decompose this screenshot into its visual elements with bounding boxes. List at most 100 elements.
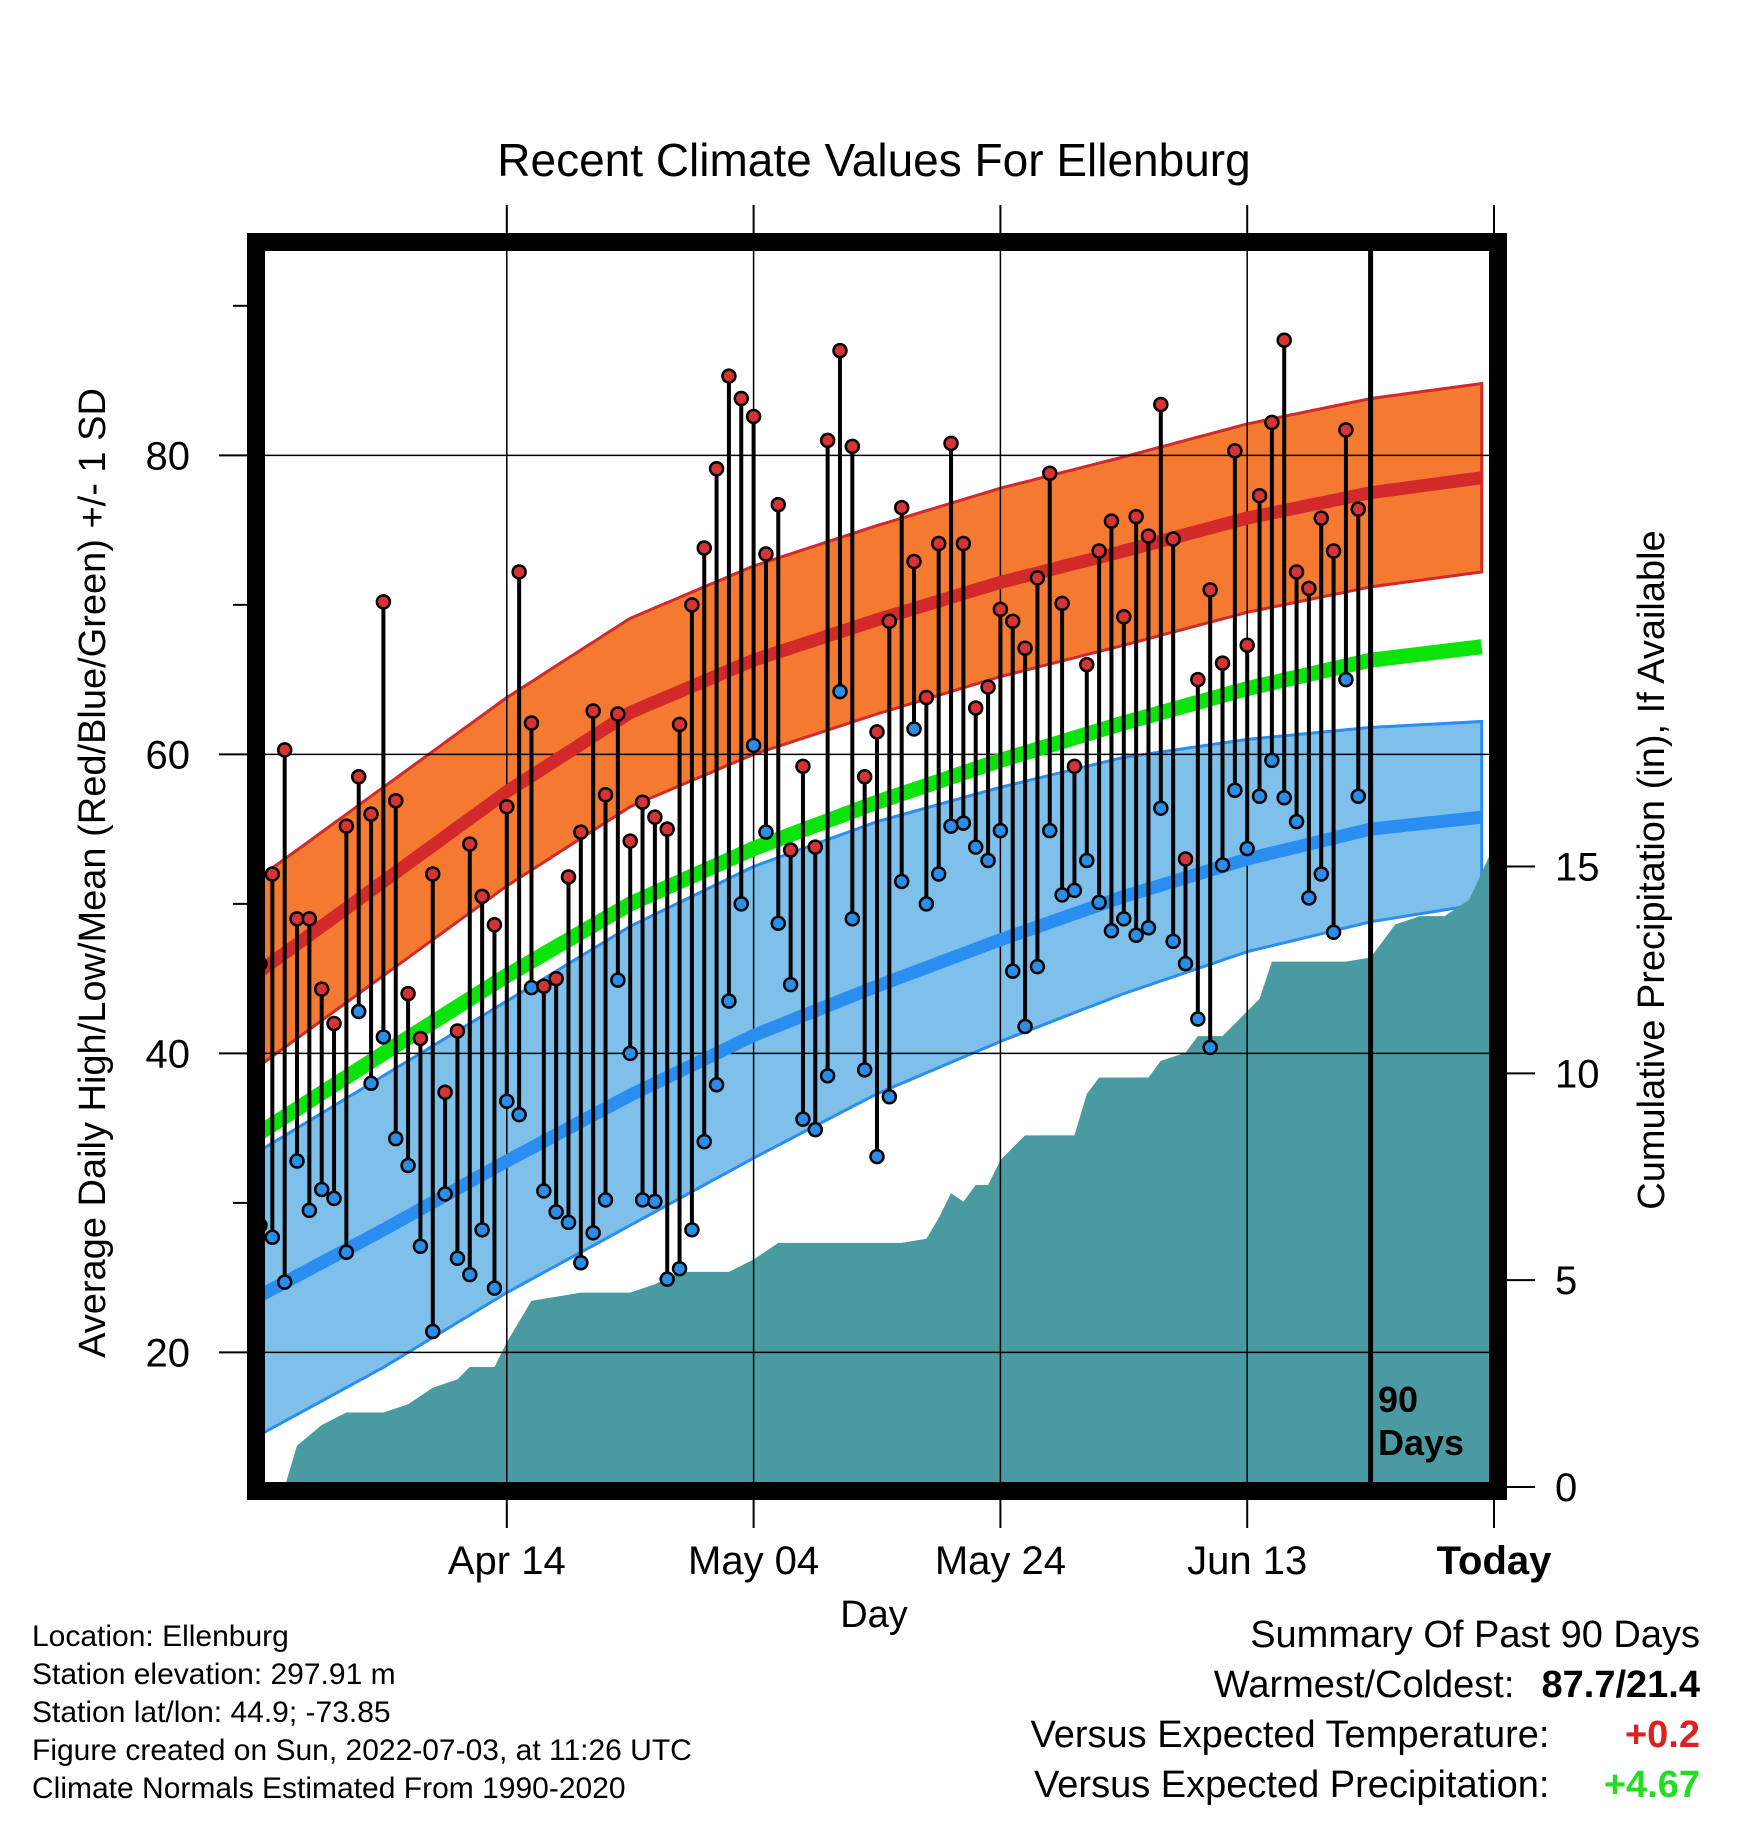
x-tick-label: Today [1437,1539,1553,1583]
today-days-label-line2: Days [1378,1422,1464,1463]
daily-low-point [721,993,737,1009]
precipitation-area [284,845,1494,1487]
daily-high-point [708,461,725,477]
daily-high-point [523,715,540,731]
normal-mean-line [260,639,1483,1139]
y-tick-label: 80 [146,434,191,478]
daily-high-point [782,842,799,858]
daily-high-point [437,1084,453,1101]
daily-low-point [597,1192,614,1208]
daily-low-point [1288,813,1305,830]
daily-high-point [486,917,503,933]
daily-low-point [313,1181,330,1198]
daily-low-point [474,1222,490,1238]
daily-low-point [943,818,959,834]
daily-high-point [1079,656,1095,673]
summary-warm-cold: Warmest/Coldest: 87.7/21.4 [1031,1660,1700,1710]
daily-low-point [1350,788,1367,804]
location-text: Location: Ellenburg [32,1620,289,1653]
daily-low-point [795,1111,811,1127]
daily-high-point [930,535,947,552]
daily-low-point [350,1003,367,1020]
precip-label: Versus Expected Precipitation: [1034,1764,1550,1806]
daily-high-point [264,866,281,882]
daily-low-point [523,979,540,996]
daily-high-point [1251,487,1268,504]
daily-low-point [758,824,774,840]
normal-low-line [260,810,1483,1302]
daily-low-point [1190,1011,1206,1027]
daily-low-point [782,976,799,993]
x-axis-label: Day [840,1594,908,1636]
daily-low-point [955,815,972,831]
daily-low-point [1313,866,1329,882]
daily-low-point [992,822,1009,839]
daily-low-point [647,1193,663,1210]
daily-low-point [918,896,935,912]
daily-high-point [844,438,861,455]
daily-low-point [856,1062,873,1078]
daily-low-point [1202,1039,1218,1056]
x-tick-label: May 24 [935,1539,1066,1583]
daily-high-point [1276,332,1292,348]
daily-high-point [1177,851,1194,867]
daily-low-point [819,1068,836,1084]
daily-low-point [1301,890,1317,906]
daily-high-point [869,724,885,740]
daily-low-point [1153,800,1169,816]
daily-low-point [770,915,787,932]
daily-low-point [708,1077,725,1093]
created-text: Figure created on Sun, 2022-07-03, at 11… [32,1734,692,1767]
daily-high-point [1190,671,1206,688]
daily-high-point [499,798,515,815]
daily-high-point [881,613,898,630]
daily-low-point [869,1148,885,1165]
daily-high-point [745,408,762,425]
x-tick-label: May 04 [688,1539,819,1583]
summary-panel: Summary Of Past 90 Days Warmest/Coldest:… [1031,1610,1700,1810]
temp-value: +0.2 [1624,1714,1700,1756]
daily-low-point [1103,923,1120,939]
normal-high-line [260,471,1483,977]
x-tick-label: Jun 13 [1187,1539,1307,1583]
daily-high-point [1017,640,1033,656]
chart-title: Recent Climate Values For Ellenburg [497,134,1250,186]
daily-low-point [622,1045,638,1062]
daily-low-point [548,1204,564,1220]
daily-high-point [1214,655,1231,671]
daily-high-point [573,824,589,840]
daily-high-point [967,700,984,716]
temp-label: Versus Expected Temperature: [1030,1714,1550,1756]
daily-low-point [560,1214,577,1231]
daily-high-point [301,911,318,927]
daily-high-point [350,769,367,785]
warm-cold-value: 87.7/21.4 [1541,1664,1700,1706]
daily-high-point [684,597,700,613]
daily-low-point [573,1254,589,1271]
daily-low-point [449,1250,466,1266]
daily-high-point [1004,613,1021,630]
daily-high-point [1153,396,1169,413]
daily-low-point [412,1238,429,1255]
daily-low-point [1017,1018,1033,1035]
daily-high-point [943,435,959,452]
daily-high-point [1054,595,1070,612]
daily-high-point [733,390,750,407]
daily-high-point [955,535,972,552]
daily-high-point [1103,513,1120,529]
daily-low-point [1264,752,1280,769]
daily-high-point [906,553,922,570]
daily-low-point [363,1075,379,1092]
daily-low-point [696,1133,712,1150]
daily-low-point [1325,924,1342,941]
daily-low-point [437,1186,453,1202]
daily-high-point [1288,564,1305,580]
daily-low-point [1128,927,1144,944]
today-days-label-line1: 90 [1378,1379,1418,1420]
daily-low-point [881,1089,898,1105]
daily-high-point [1264,414,1280,431]
summary-temp: Versus Expected Temperature: +0.2 [1031,1710,1700,1760]
daily-high-point [597,786,614,803]
daily-low-point [1140,920,1157,936]
